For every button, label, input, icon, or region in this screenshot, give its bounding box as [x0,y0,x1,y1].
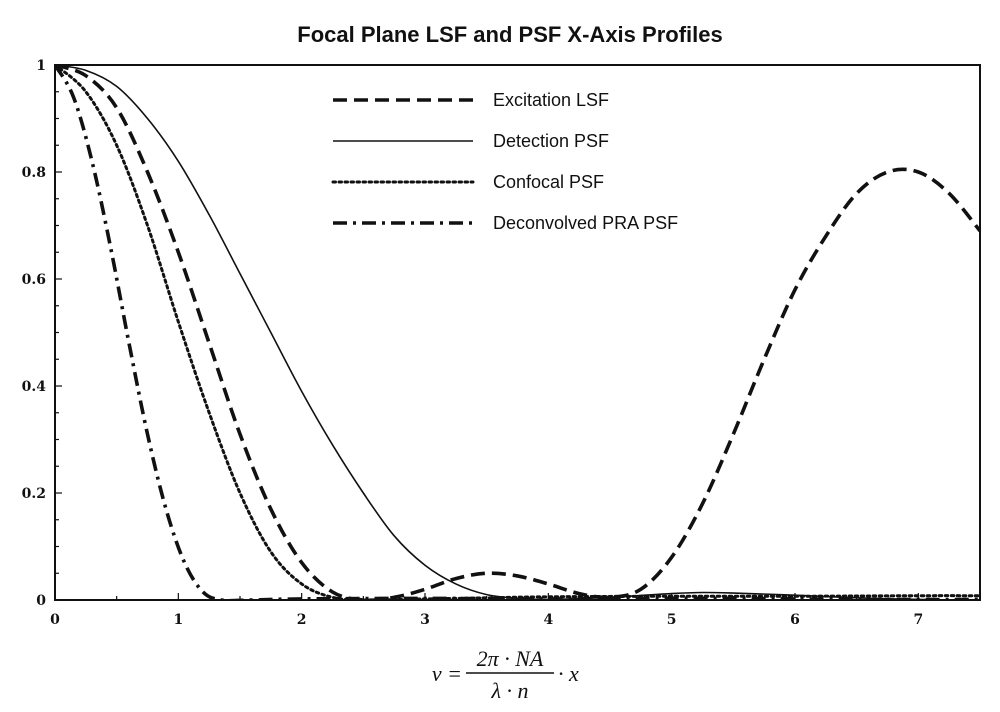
x-tick-label: 4 [543,612,553,628]
y-tick-label: 0.8 [22,165,46,181]
excitation-lsf-line [55,65,980,600]
axes: 0 1 2 3 4 5 6 7 0 0.2 0.4 0.6 0.8 1 [22,58,981,628]
x-label-denominator: λ · n [490,678,528,703]
x-label-rhs: · x [558,661,579,686]
chart-title: Focal Plane LSF and PSF X-Axis Profiles [297,22,722,47]
confocal-psf-line [55,65,980,600]
x-tick-label: 1 [173,612,183,628]
y-tick-label: 0.4 [22,379,47,395]
y-tick-label: 0.2 [22,486,46,502]
legend: Excitation LSF Detection PSF Confocal PSF D… [331,90,678,233]
x-label-lhs: v = [432,661,462,686]
legend-label-detection-psf: Detection PSF [493,131,609,151]
x-tick-label: 2 [297,612,307,628]
y-tick-label: 1 [36,58,46,74]
x-tick-label: 5 [667,612,677,628]
x-tick-label: 7 [913,612,923,628]
legend-label-confocal-psf: Confocal PSF [493,172,604,192]
legend-label-excitation-lsf: Excitation LSF [493,90,609,110]
y-tick-label: 0.6 [22,272,46,288]
x-tick-label: 6 [790,612,800,628]
series-layer [55,65,980,600]
y-tick-label: 0 [36,593,46,609]
x-axis-label: v = 2π · NA λ · n · x [432,646,579,703]
x-tick-label: 3 [420,612,430,628]
x-tick-label: 0 [50,612,60,628]
detection-psf-line [55,65,980,600]
x-label-numerator: 2π · NA [477,646,544,671]
legend-label-deconvolved-pra-psf: Deconvolved PRA PSF [493,213,678,233]
